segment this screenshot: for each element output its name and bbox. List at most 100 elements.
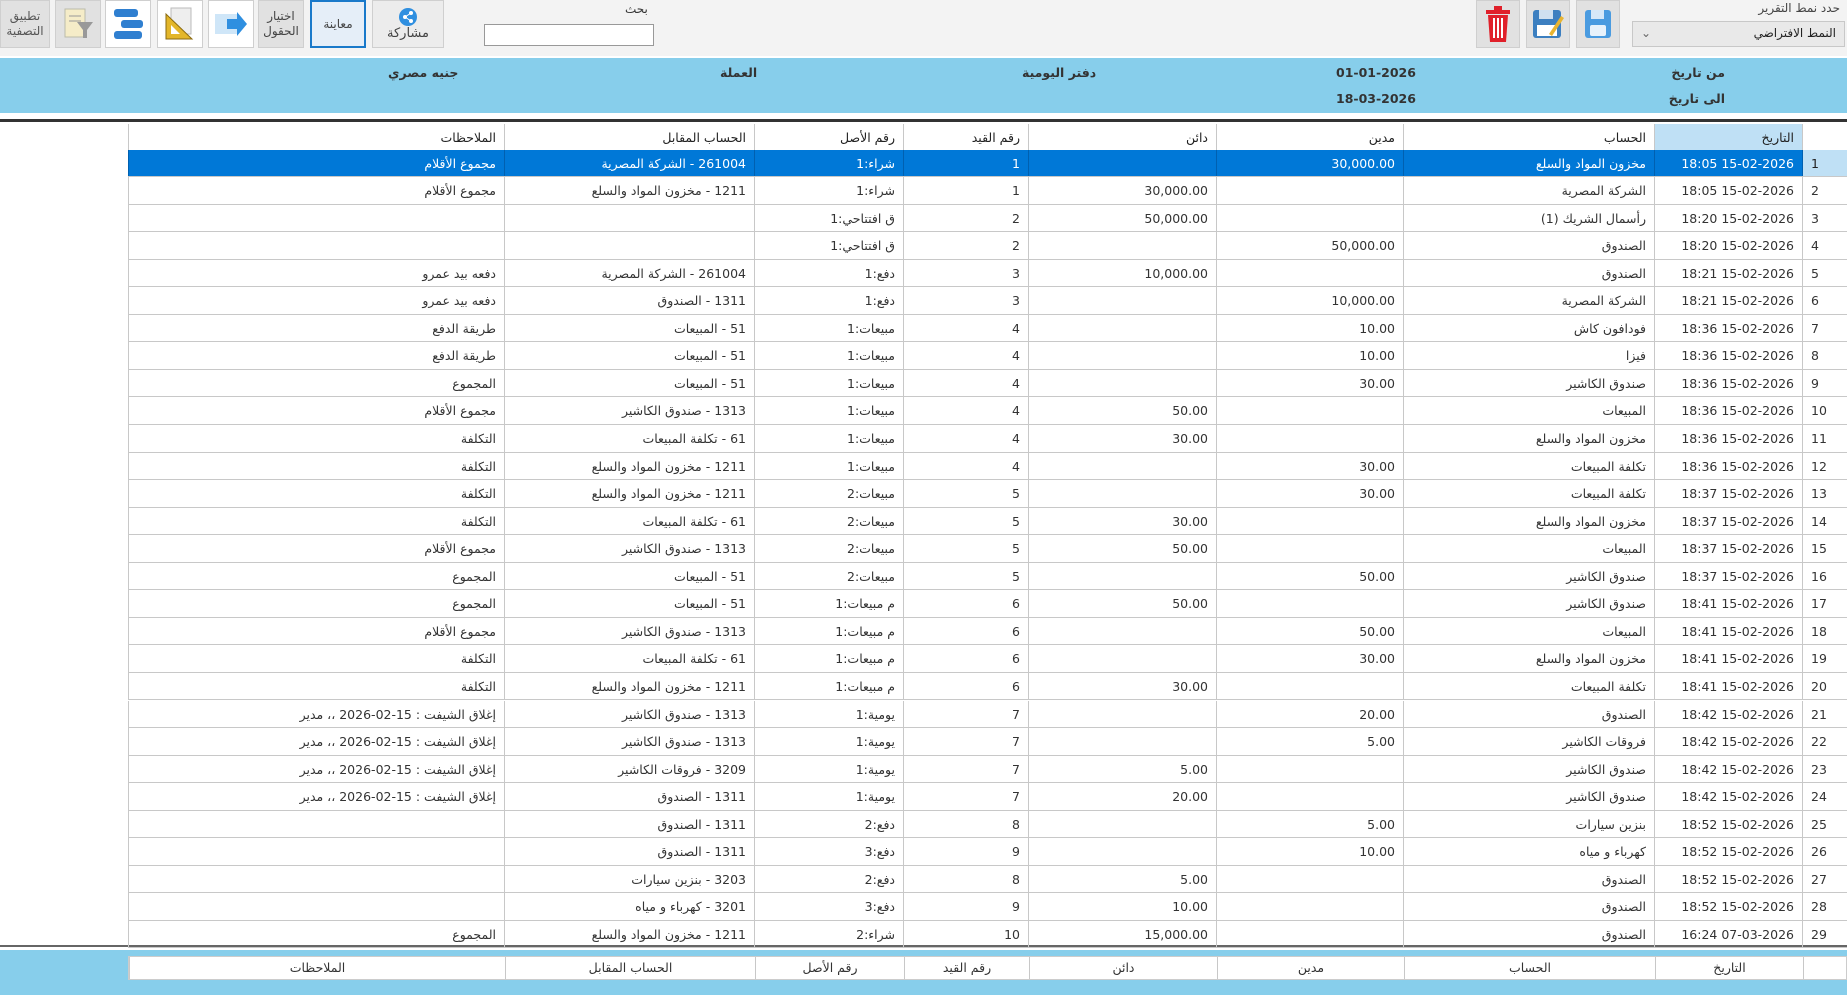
cell-date[interactable]: 15-02-2026 18:36 — [1654, 452, 1802, 480]
cell-debit[interactable]: 5.00 — [1216, 728, 1403, 755]
cell-account[interactable]: الصندوق — [1403, 232, 1654, 259]
cell-counter[interactable]: 1313 - صندوق الكاشير — [504, 535, 754, 562]
column-header-counter[interactable]: الحساب المقابل — [505, 957, 755, 979]
cell-origin[interactable]: مبيعات:2 — [754, 480, 903, 507]
cell-debit[interactable]: 30.00 — [1216, 452, 1403, 480]
cell-credit[interactable]: 30.00 — [1028, 425, 1216, 452]
cell-account[interactable]: صندوق الكاشير — [1403, 590, 1654, 617]
cell-credit[interactable] — [1028, 838, 1216, 865]
cell-origin[interactable]: يومية:1 — [754, 700, 903, 728]
column-header-origin[interactable]: رقم الأصل — [755, 957, 904, 979]
cell-counter[interactable] — [504, 204, 754, 232]
cell-n[interactable]: 17 — [1802, 590, 1847, 617]
cell-date[interactable]: 15-02-2026 18:36 — [1654, 369, 1802, 397]
cell-origin[interactable]: مبيعات:2 — [754, 535, 903, 562]
cell-n[interactable]: 6 — [1802, 287, 1847, 314]
table-row[interactable]: 13 15-02-2026 18:37 تكلفة المبيعات 30.00 5 مب… — [128, 480, 1847, 508]
cell-remarks[interactable] — [128, 838, 504, 865]
cell-entry[interactable]: 1 — [903, 149, 1028, 177]
cell-credit[interactable] — [1028, 314, 1216, 342]
cell-account[interactable]: تكلفة المبيعات — [1403, 452, 1654, 480]
cell-entry[interactable]: 5 — [903, 535, 1028, 562]
cell-date[interactable]: 15-02-2026 18:42 — [1654, 755, 1802, 783]
cell-counter[interactable]: 1313 - صندوق الكاشير — [504, 728, 754, 755]
table-row[interactable]: 6 15-02-2026 18:21 الشركة المصرية 10,000.00… — [128, 287, 1847, 315]
cell-debit[interactable] — [1216, 535, 1403, 562]
cell-credit[interactable] — [1028, 645, 1216, 672]
cell-debit[interactable]: 10,000.00 — [1216, 287, 1403, 314]
cell-entry[interactable]: 2 — [903, 204, 1028, 232]
column-header-credit[interactable]: دائن — [1028, 124, 1216, 151]
cell-counter[interactable]: 1211 - مخزون المواد والسلع — [504, 920, 754, 948]
cell-origin[interactable]: شراء:2 — [754, 920, 903, 948]
cell-entry[interactable]: 9 — [903, 838, 1028, 865]
cell-remarks[interactable]: المجموع — [128, 590, 504, 617]
table-row[interactable]: 12 15-02-2026 18:36 تكلفة المبيعات 30.00 4 مب… — [128, 452, 1847, 481]
cell-counter[interactable]: 1211 - مخزون المواد والسلع — [504, 672, 754, 700]
cell-debit[interactable] — [1216, 590, 1403, 617]
cell-remarks[interactable]: طريقة الدفع — [128, 314, 504, 342]
search-input[interactable] — [484, 24, 654, 46]
cell-account[interactable]: رأسمال الشريك (1) — [1403, 204, 1654, 232]
cell-entry[interactable]: 10 — [903, 920, 1028, 948]
cell-counter[interactable]: 1313 - صندوق الكاشير — [504, 700, 754, 728]
cell-account[interactable]: صندوق الكاشير — [1403, 783, 1654, 810]
cell-entry[interactable]: 8 — [903, 865, 1028, 893]
cell-credit[interactable] — [1028, 562, 1216, 590]
table-row[interactable]: 28 15-02-2026 18:52 الصندوق 10.00 9 دفع:3 3201… — [128, 893, 1847, 921]
cell-entry[interactable]: 3 — [903, 259, 1028, 287]
cell-entry[interactable]: 8 — [903, 810, 1028, 838]
table-row[interactable]: 19 15-02-2026 18:41 مخزون المواد والسلع 30.… — [128, 645, 1847, 673]
cell-entry[interactable]: 5 — [903, 507, 1028, 535]
cell-origin[interactable]: يومية:1 — [754, 728, 903, 755]
cell-origin[interactable]: مبيعات:1 — [754, 314, 903, 342]
cell-date[interactable]: 15-02-2026 18:42 — [1654, 728, 1802, 755]
cell-counter[interactable]: 51 - المبيعات — [504, 590, 754, 617]
cell-date[interactable]: 07-03-2026 16:24 — [1654, 920, 1802, 948]
cell-date[interactable]: 15-02-2026 18:20 — [1654, 232, 1802, 259]
cell-n[interactable]: 10 — [1802, 397, 1847, 424]
cell-counter[interactable]: 1211 - مخزون المواد والسلع — [504, 452, 754, 480]
cell-n[interactable]: 24 — [1802, 783, 1847, 810]
table-row[interactable]: 11 15-02-2026 18:36 مخزون المواد والسلع 30.… — [128, 425, 1847, 453]
cell-account[interactable]: مخزون المواد والسلع — [1403, 645, 1654, 672]
cell-entry[interactable]: 6 — [903, 590, 1028, 617]
cell-entry[interactable]: 4 — [903, 314, 1028, 342]
cell-account[interactable]: المبيعات — [1403, 397, 1654, 424]
cell-account[interactable]: المبيعات — [1403, 617, 1654, 645]
cell-debit[interactable]: 10.00 — [1216, 314, 1403, 342]
cell-date[interactable]: 15-02-2026 18:42 — [1654, 700, 1802, 728]
cell-remarks[interactable]: المجموع — [128, 562, 504, 590]
delete-style-button[interactable] — [1476, 0, 1520, 48]
cell-credit[interactable] — [1028, 452, 1216, 480]
cell-entry[interactable]: 6 — [903, 645, 1028, 672]
cell-debit[interactable] — [1216, 893, 1403, 920]
cell-origin[interactable]: دفع:2 — [754, 810, 903, 838]
column-header-credit[interactable]: دائن — [1029, 957, 1217, 979]
table-row[interactable]: 16 15-02-2026 18:37 صندوق الكاشير 50.00 5 مبي… — [128, 562, 1847, 591]
cell-origin[interactable]: دفع:1 — [754, 287, 903, 314]
table-row[interactable]: 21 15-02-2026 18:42 الصندوق 20.00 7 يومية:1 13… — [128, 700, 1847, 729]
cell-debit[interactable]: 50.00 — [1216, 562, 1403, 590]
cell-account[interactable]: الصندوق — [1403, 259, 1654, 287]
cell-counter[interactable]: 3203 - بنزين سيارات — [504, 865, 754, 893]
cell-counter[interactable]: 61 - تكلفة المبيعات — [504, 425, 754, 452]
cell-n[interactable]: 27 — [1802, 865, 1847, 893]
cell-account[interactable]: الصندوق — [1403, 893, 1654, 920]
column-header-debit[interactable]: مدين — [1216, 124, 1403, 151]
cell-debit[interactable] — [1216, 507, 1403, 535]
cell-credit[interactable] — [1028, 149, 1216, 177]
column-header-origin[interactable]: رقم الأصل — [754, 124, 903, 151]
cell-remarks[interactable]: المجموع — [128, 369, 504, 397]
cell-account[interactable]: الصندوق — [1403, 920, 1654, 948]
cell-counter[interactable]: 1211 - مخزون المواد والسلع — [504, 480, 754, 507]
table-row[interactable]: 15 15-02-2026 18:37 المبيعات 50.00 5 مبيعات:2… — [128, 535, 1847, 563]
cell-n[interactable]: 11 — [1802, 425, 1847, 452]
cell-account[interactable]: الشركة المصرية — [1403, 287, 1654, 314]
cell-origin[interactable]: شراء:1 — [754, 149, 903, 177]
cell-credit[interactable]: 50.00 — [1028, 590, 1216, 617]
cell-remarks[interactable]: التكلفة — [128, 507, 504, 535]
cell-debit[interactable]: 30.00 — [1216, 369, 1403, 397]
cell-credit[interactable] — [1028, 369, 1216, 397]
cell-counter[interactable]: 61 - تكلفة المبيعات — [504, 507, 754, 535]
